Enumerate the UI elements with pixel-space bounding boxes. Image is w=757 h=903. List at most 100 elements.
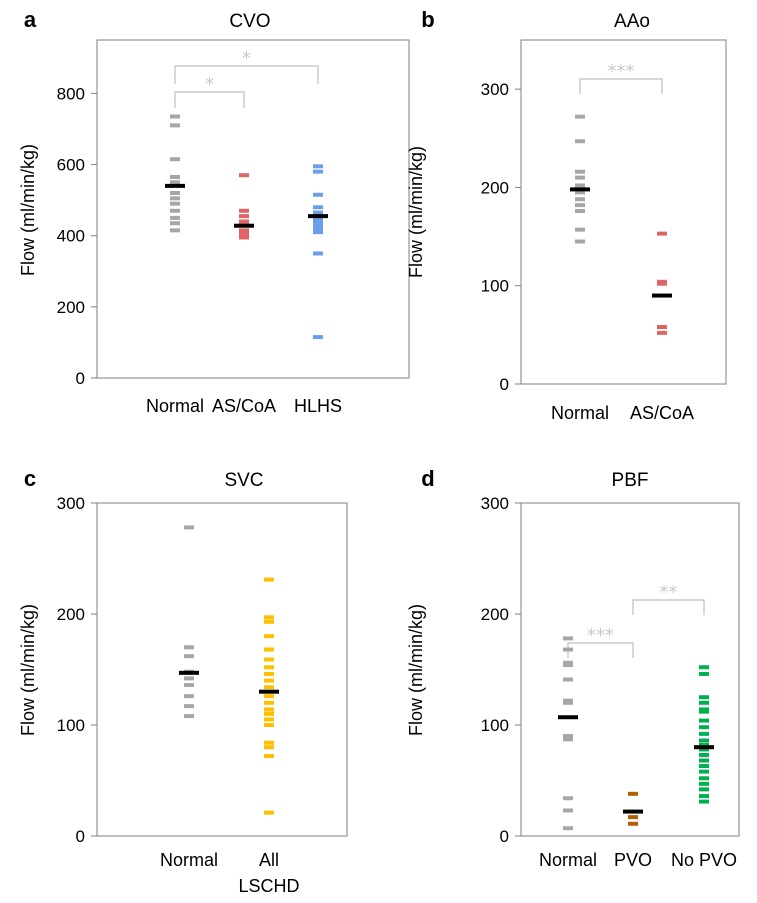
y-tick-label: 300 [481,80,509,99]
data-point [264,665,274,670]
data-point [699,769,709,774]
data-point [563,663,573,668]
data-point [575,169,585,174]
data-point [657,324,667,329]
data-point [313,226,323,231]
y-tick-label: 0 [500,375,509,394]
y-tick-label: 200 [481,605,509,624]
data-point [313,335,323,340]
y-tick-label: 300 [481,494,509,513]
data-point [657,281,667,286]
data-point [563,636,573,641]
panel-letter: d [421,466,434,491]
significance-label: * [205,74,214,95]
significance-label: *** [587,625,614,646]
data-point [563,698,573,703]
data-point [313,223,323,228]
data-point [184,525,194,530]
data-point [313,210,323,215]
x-category-label: Normal [146,396,204,416]
data-point [170,174,180,179]
data-point [563,826,573,831]
data-point [184,676,194,681]
data-point [699,665,709,670]
panel-c: c SVC 0 100 200 300 Flow (ml/min/kg) Normal All L… [18,466,348,896]
data-point [264,700,274,705]
data-point [264,717,274,722]
data-point [699,794,709,799]
data-point [575,190,585,195]
mean-marker [165,183,185,188]
mean-marker [652,293,672,298]
y-tick-label: 300 [57,494,85,513]
significance-label: *** [608,61,635,82]
mean-marker [234,223,254,228]
panel-b: b AAo 0 100 200 300 Flow (ml/min/kg) Normal AS/C… [406,7,727,423]
y-tick-label: 100 [481,277,509,296]
y-axis-label: Flow (ml/min/kg) [406,604,426,736]
data-point [575,203,585,208]
x-category-label: LSCHD [238,876,299,896]
data-point [170,208,180,213]
data-point [264,707,274,712]
significance-bracket [579,78,663,94]
mean-marker [694,745,714,750]
data-point [699,787,709,792]
data-point [264,657,274,662]
data-point [699,752,709,757]
data-point [657,330,667,335]
data-point [264,694,274,699]
data-point [170,201,180,206]
data-point [170,196,180,201]
data-point [170,221,180,226]
y-tick-label: 400 [57,227,85,246]
data-point [575,239,585,244]
chart-title: SVC [224,470,263,491]
data-point [699,707,709,712]
y-tick-label: 100 [57,716,85,735]
data-point [699,695,709,700]
significance-bracket [174,91,245,108]
data-point [699,776,709,781]
data-point [699,764,709,769]
data-point [264,577,274,582]
x-category-label: Normal [539,850,597,870]
data-point [563,808,573,813]
data-point [699,738,709,743]
x-category-label: No PVO [671,850,737,870]
plot-frame [96,39,410,379]
significance-label: ** [660,582,678,603]
data-point [563,737,573,742]
significance-label: * [242,48,251,69]
data-point [313,230,323,235]
mean-marker [259,689,279,694]
data-point [699,709,709,714]
data-point [313,205,323,210]
data-point [184,714,194,719]
x-category-label: PVO [614,850,652,870]
data-point [264,810,274,815]
data-point [563,660,573,665]
chart-title: CVO [229,11,270,32]
data-point [563,647,573,652]
panel-a: a CVO 0 200 400 600 800 Flow (ml/min/kg) Normal A… [18,7,410,416]
data-point [313,219,323,224]
data-point [699,742,709,747]
data-point [563,677,573,682]
data-point [699,725,709,730]
y-tick-label: 800 [57,84,85,103]
chart-title: PBF [612,470,649,491]
plot-frame [520,39,727,385]
data-point [264,615,274,620]
data-point [563,700,573,705]
data-point [575,209,585,214]
data-point [264,619,274,624]
data-point [699,718,709,723]
data-point [239,219,249,224]
panel-letter: c [24,466,36,491]
data-point [264,745,274,750]
y-axis-label: Flow (ml/min/kg) [18,604,38,736]
data-point [628,821,638,826]
x-category-label: AS/CoA [630,403,694,423]
